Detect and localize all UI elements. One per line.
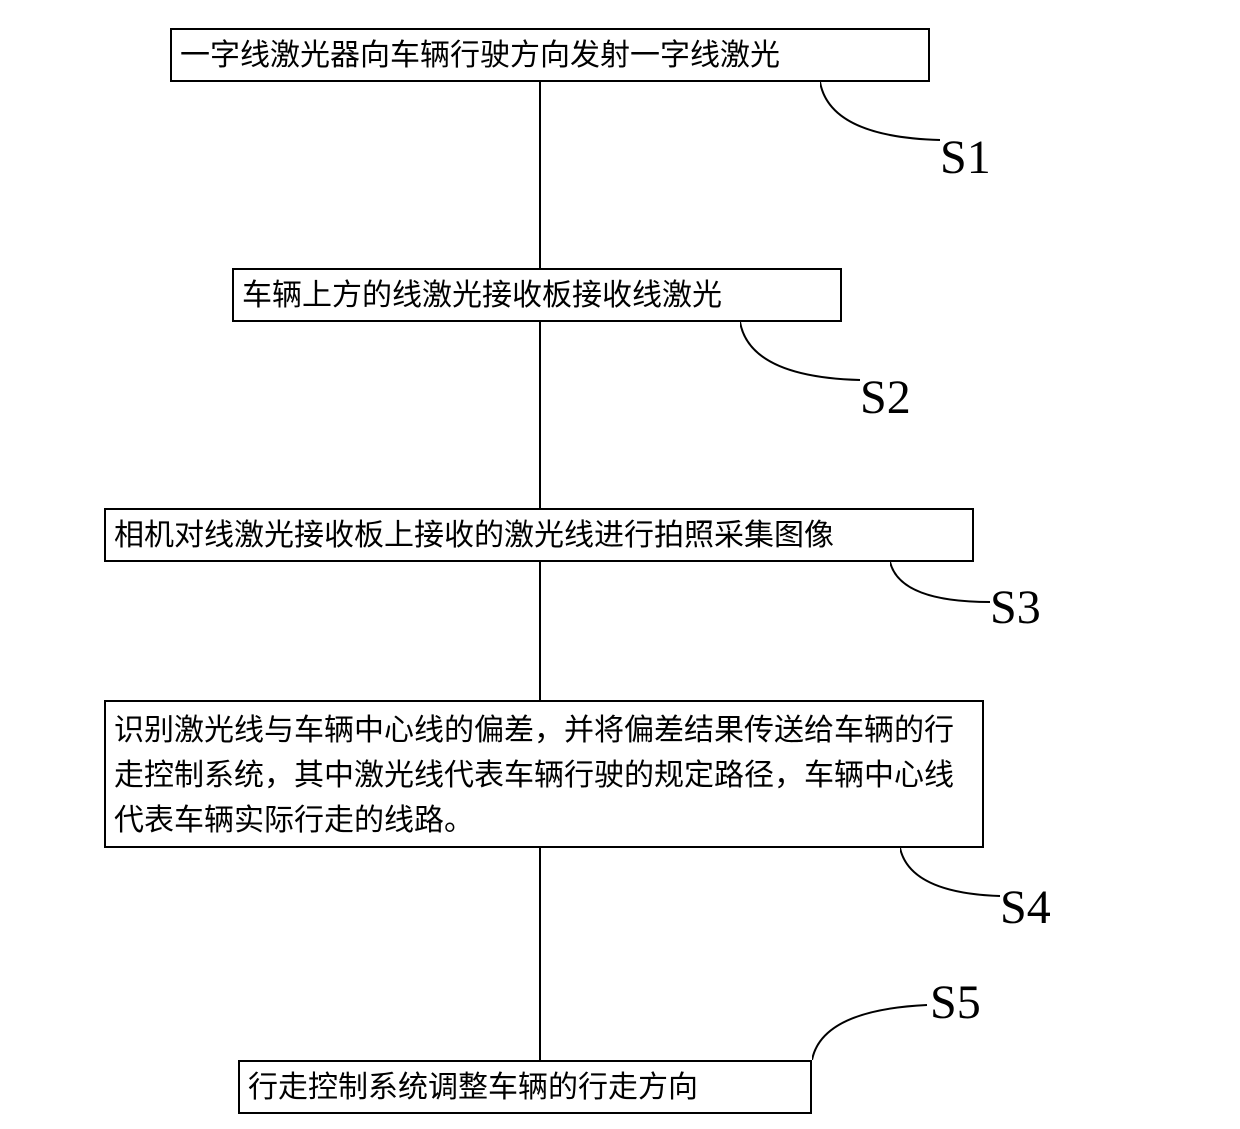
step-box-s3: 相机对线激光接收板上接收的激光线进行拍照采集图像 [104, 508, 974, 562]
connector-s1-s2 [539, 82, 541, 268]
step-label-s2: S2 [860, 370, 911, 425]
step-label-s1: S1 [940, 130, 991, 185]
step-label-s5: S5 [930, 975, 981, 1030]
step-box-s2: 车辆上方的线激光接收板接收线激光 [232, 268, 842, 322]
connector-s3-s4 [539, 562, 541, 700]
connector-s4-s5 [539, 848, 541, 1060]
label-curve-s5 [812, 1000, 942, 1060]
label-curve-s1 [820, 82, 960, 152]
step-label-s4: S4 [1000, 880, 1051, 935]
step-box-s4: 识别激光线与车辆中心线的偏差，并将偏差结果传送给车辆的行走控制系统，其中激光线代… [104, 700, 984, 848]
step-label-s3: S3 [990, 580, 1041, 635]
step-text-s4: 识别激光线与车辆中心线的偏差，并将偏差结果传送给车辆的行走控制系统，其中激光线代… [114, 708, 974, 843]
step-text-s2: 车辆上方的线激光接收板接收线激光 [242, 273, 722, 318]
label-curve-s2 [740, 322, 880, 392]
step-text-s1: 一字线激光器向车辆行驶方向发射一字线激光 [180, 33, 780, 78]
connector-s2-s3 [539, 322, 541, 508]
step-text-s5: 行走控制系统调整车辆的行走方向 [248, 1065, 698, 1110]
step-box-s1: 一字线激光器向车辆行驶方向发射一字线激光 [170, 28, 930, 82]
step-text-s3: 相机对线激光接收板上接收的激光线进行拍照采集图像 [114, 513, 834, 558]
flowchart-container: 一字线激光器向车辆行驶方向发射一字线激光 S1 车辆上方的线激光接收板接收线激光… [0, 0, 1240, 1129]
step-box-s5: 行走控制系统调整车辆的行走方向 [238, 1060, 812, 1114]
